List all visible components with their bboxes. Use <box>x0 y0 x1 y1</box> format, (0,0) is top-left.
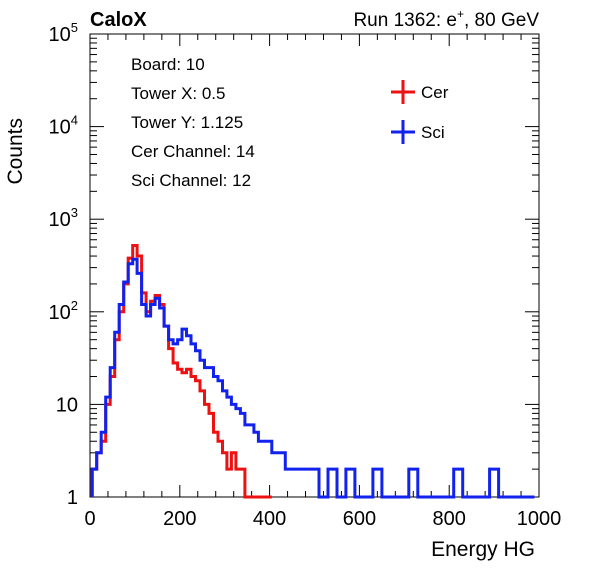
header-right-sup: + <box>457 7 464 21</box>
header-left-label: CaloX <box>90 9 147 31</box>
legend: Cer Sci <box>391 80 449 144</box>
info-box: Board: 10 Tower X: 0.5 Tower Y: 1.125 Ce… <box>131 55 255 190</box>
header-right-prefix: Run 1362: e <box>353 10 457 31</box>
y-axis-label: Counts <box>4 118 27 185</box>
y-tick-label: 10 <box>56 394 78 416</box>
legend-cer-marker <box>391 80 415 104</box>
info-line-tower-x: Tower X: 0.5 <box>131 84 226 103</box>
x-tick-label: 400 <box>253 508 286 530</box>
header-right-label: Run 1362: e+, 80 GeV <box>353 7 539 31</box>
series-cer-line <box>90 244 272 499</box>
x-axis-label: Energy HG <box>431 538 535 561</box>
x-tick-label: 200 <box>163 508 196 530</box>
y-tick-label: 104 <box>49 113 78 139</box>
info-line-cer-channel: Cer Channel: 14 <box>131 142 255 161</box>
info-line-board: Board: 10 <box>131 55 205 74</box>
info-line-tower-y: Tower Y: 1.125 <box>131 113 243 132</box>
series-sci-line <box>90 257 535 499</box>
header-right-suffix: , 80 GeV <box>464 10 539 31</box>
legend-cer-label: Cer <box>421 83 449 102</box>
x-tick-label: 1000 <box>517 508 562 530</box>
legend-sci-marker <box>391 120 415 144</box>
y-tick-label: 103 <box>49 205 78 231</box>
x-tick-label: 600 <box>343 508 376 530</box>
legend-sci-label: Sci <box>421 123 445 142</box>
histogram-series <box>90 244 535 499</box>
axis-tick-labels: 0 200 400 600 800 1000 1 10 102 103 104 105 <box>49 20 562 530</box>
info-line-sci-channel: Sci Channel: 12 <box>131 171 251 190</box>
plot-frame <box>89 33 540 498</box>
x-tick-label: 0 <box>84 508 95 530</box>
x-tick-label: 800 <box>433 508 466 530</box>
y-tick-label: 102 <box>49 298 78 324</box>
y-tick-label: 105 <box>49 20 78 46</box>
axis-ticks <box>89 33 540 498</box>
y-tick-label: 1 <box>67 487 78 509</box>
